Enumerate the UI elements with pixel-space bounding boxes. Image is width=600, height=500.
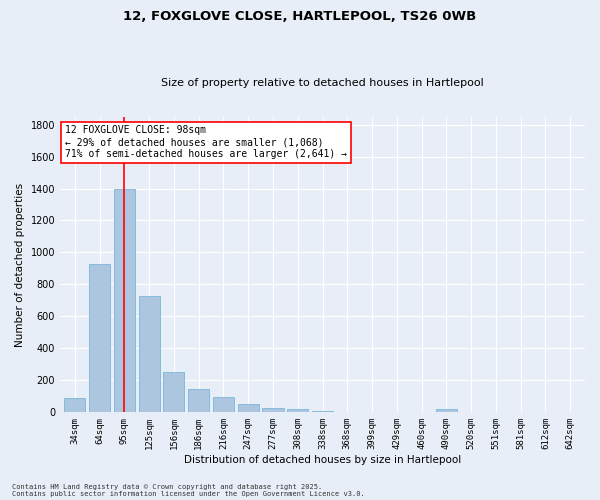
Text: 12, FOXGLOVE CLOSE, HARTLEPOOL, TS26 0WB: 12, FOXGLOVE CLOSE, HARTLEPOOL, TS26 0WB bbox=[124, 10, 476, 23]
Bar bbox=[139, 296, 160, 412]
Bar bbox=[64, 398, 85, 412]
Text: Contains public sector information licensed under the Open Government Licence v3: Contains public sector information licen… bbox=[12, 491, 365, 497]
Bar bbox=[238, 404, 259, 412]
Bar bbox=[114, 188, 135, 412]
Text: 12 FOXGLOVE CLOSE: 98sqm
← 29% of detached houses are smaller (1,068)
71% of sem: 12 FOXGLOVE CLOSE: 98sqm ← 29% of detach… bbox=[65, 126, 347, 158]
X-axis label: Distribution of detached houses by size in Hartlepool: Distribution of detached houses by size … bbox=[184, 455, 461, 465]
Bar bbox=[287, 409, 308, 412]
Bar bbox=[89, 264, 110, 412]
Text: Contains HM Land Registry data © Crown copyright and database right 2025.: Contains HM Land Registry data © Crown c… bbox=[12, 484, 322, 490]
Bar bbox=[312, 410, 333, 412]
Bar bbox=[436, 410, 457, 412]
Bar bbox=[163, 372, 184, 412]
Title: Size of property relative to detached houses in Hartlepool: Size of property relative to detached ho… bbox=[161, 78, 484, 88]
Bar bbox=[213, 398, 234, 412]
Y-axis label: Number of detached properties: Number of detached properties bbox=[15, 182, 25, 346]
Bar bbox=[188, 389, 209, 412]
Bar bbox=[262, 408, 284, 412]
